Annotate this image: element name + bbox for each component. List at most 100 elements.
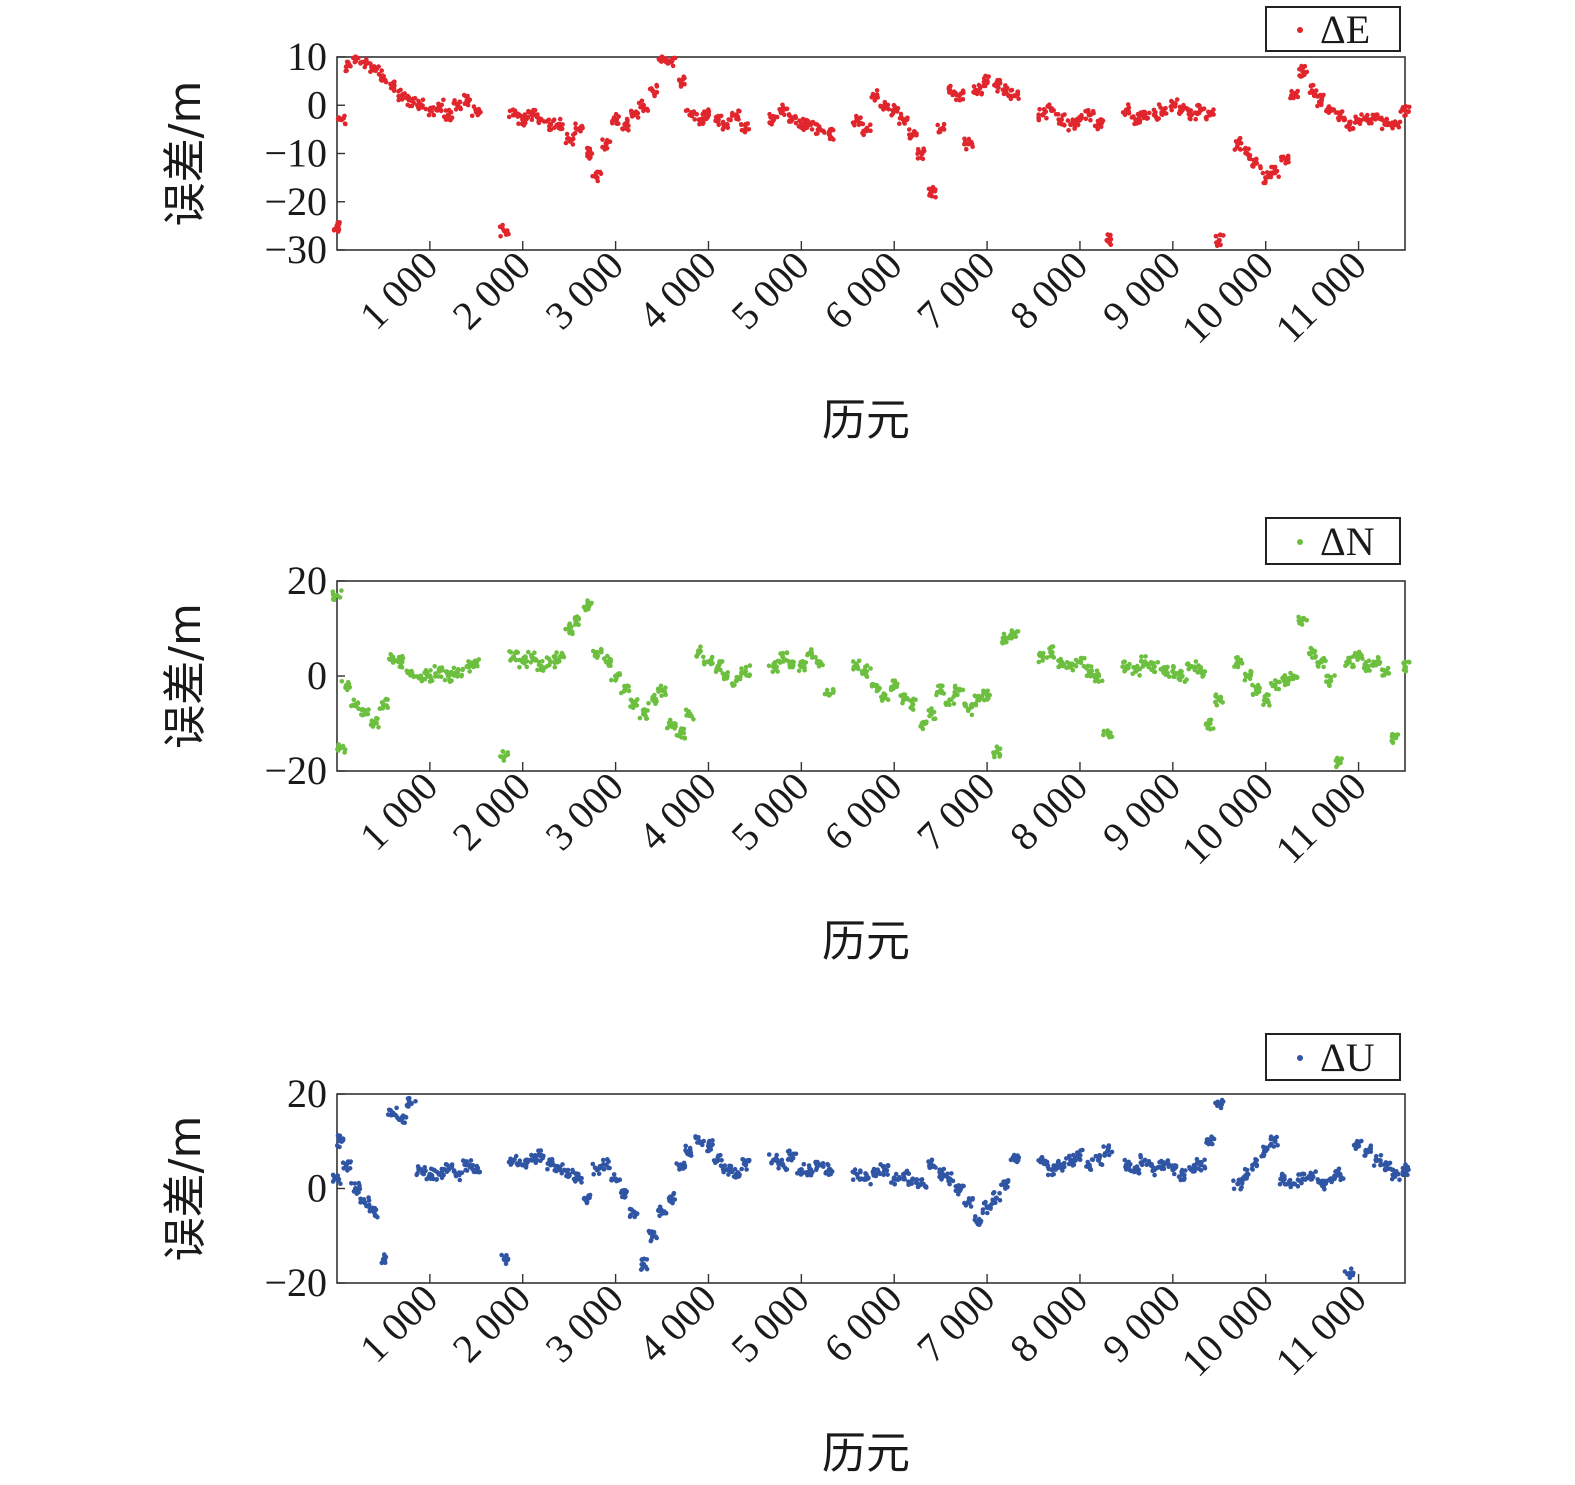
data-point bbox=[830, 690, 836, 695]
data-point bbox=[1276, 686, 1282, 692]
data-point bbox=[1015, 89, 1020, 95]
data-point bbox=[713, 114, 719, 120]
data-point bbox=[718, 667, 723, 673]
legend-box bbox=[1265, 6, 1401, 52]
data-point bbox=[1357, 1139, 1362, 1145]
data-point bbox=[910, 701, 915, 706]
data-point bbox=[645, 108, 651, 113]
x-tick-label: 10 000 bbox=[1172, 764, 1282, 874]
data-point bbox=[1122, 112, 1128, 118]
x-tick-label: 3 000 bbox=[537, 243, 632, 338]
data-point bbox=[881, 1172, 886, 1178]
data-point bbox=[1046, 104, 1051, 109]
data-point bbox=[1071, 1152, 1076, 1158]
data-point bbox=[1134, 1164, 1140, 1169]
data-point bbox=[931, 1163, 937, 1169]
data-point bbox=[1280, 1179, 1286, 1184]
data-point bbox=[934, 692, 939, 698]
data-point bbox=[1059, 122, 1065, 127]
data-point bbox=[892, 1176, 897, 1181]
data-point bbox=[721, 1169, 726, 1175]
data-point bbox=[850, 659, 856, 664]
data-point bbox=[609, 677, 614, 683]
data-point bbox=[1269, 1136, 1275, 1141]
data-point bbox=[940, 683, 945, 689]
data-point bbox=[1350, 125, 1356, 131]
data-point bbox=[1106, 731, 1111, 737]
data-point bbox=[988, 1206, 993, 1211]
data-point bbox=[609, 1178, 615, 1183]
data-point bbox=[371, 719, 377, 725]
data-point bbox=[1302, 63, 1308, 69]
data-point bbox=[1269, 164, 1274, 170]
data-point bbox=[1090, 1157, 1096, 1163]
data-point bbox=[726, 1172, 731, 1177]
data-point bbox=[948, 1177, 953, 1183]
data-point bbox=[370, 1205, 376, 1211]
data-point bbox=[614, 121, 620, 126]
data-point bbox=[549, 1157, 555, 1162]
data-point bbox=[714, 667, 719, 672]
data-point bbox=[927, 191, 933, 196]
data-point bbox=[649, 1237, 654, 1243]
data-point bbox=[538, 667, 543, 673]
data-point bbox=[981, 83, 986, 89]
data-point bbox=[672, 726, 677, 731]
data-point bbox=[708, 1147, 714, 1152]
data-point bbox=[1177, 104, 1183, 110]
data-point bbox=[1194, 1156, 1200, 1162]
data-point bbox=[606, 1165, 611, 1171]
data-point bbox=[1166, 674, 1172, 679]
data-point bbox=[915, 156, 921, 161]
data-point bbox=[932, 716, 938, 721]
data-point bbox=[1172, 1171, 1177, 1177]
data-point bbox=[529, 1152, 534, 1158]
data-point bbox=[1193, 659, 1199, 664]
data-point bbox=[521, 114, 527, 120]
data-point bbox=[1362, 662, 1367, 667]
data-point bbox=[987, 692, 992, 698]
data-point bbox=[981, 1201, 987, 1206]
data-point bbox=[600, 137, 605, 142]
data-point bbox=[1171, 669, 1176, 675]
data-point bbox=[366, 1198, 372, 1203]
data-point bbox=[409, 103, 415, 109]
data-point bbox=[737, 108, 742, 114]
data-point bbox=[1195, 111, 1200, 117]
data-point bbox=[644, 716, 649, 721]
data-point bbox=[335, 220, 341, 226]
data-point bbox=[1214, 695, 1220, 700]
data-point bbox=[437, 665, 443, 671]
data-point bbox=[1324, 108, 1329, 114]
data-point bbox=[510, 107, 516, 112]
data-point bbox=[972, 693, 978, 699]
data-point bbox=[1390, 125, 1395, 131]
data-point bbox=[1085, 673, 1090, 679]
data-point bbox=[716, 122, 721, 128]
data-point bbox=[457, 1177, 463, 1183]
data-point bbox=[435, 1169, 440, 1175]
data-points-3 bbox=[330, 1095, 1411, 1280]
data-point bbox=[1381, 1162, 1386, 1167]
data-point bbox=[921, 146, 926, 151]
data-point bbox=[335, 1173, 341, 1178]
data-point bbox=[1389, 120, 1395, 125]
data-point bbox=[1152, 1172, 1157, 1178]
data-point bbox=[868, 666, 873, 671]
data-point bbox=[1385, 665, 1391, 671]
data-point bbox=[1261, 1151, 1266, 1156]
data-point bbox=[538, 116, 543, 122]
data-point bbox=[472, 658, 478, 664]
data-point bbox=[362, 1200, 367, 1206]
data-point bbox=[340, 1137, 346, 1143]
data-point bbox=[1158, 105, 1163, 110]
data-points-2 bbox=[330, 588, 1412, 770]
data-point bbox=[1004, 85, 1010, 91]
data-point bbox=[968, 1204, 974, 1209]
data-point bbox=[346, 684, 351, 689]
data-point bbox=[973, 703, 979, 708]
data-point bbox=[941, 691, 947, 696]
data-point bbox=[1194, 1160, 1200, 1166]
data-point bbox=[970, 144, 975, 149]
